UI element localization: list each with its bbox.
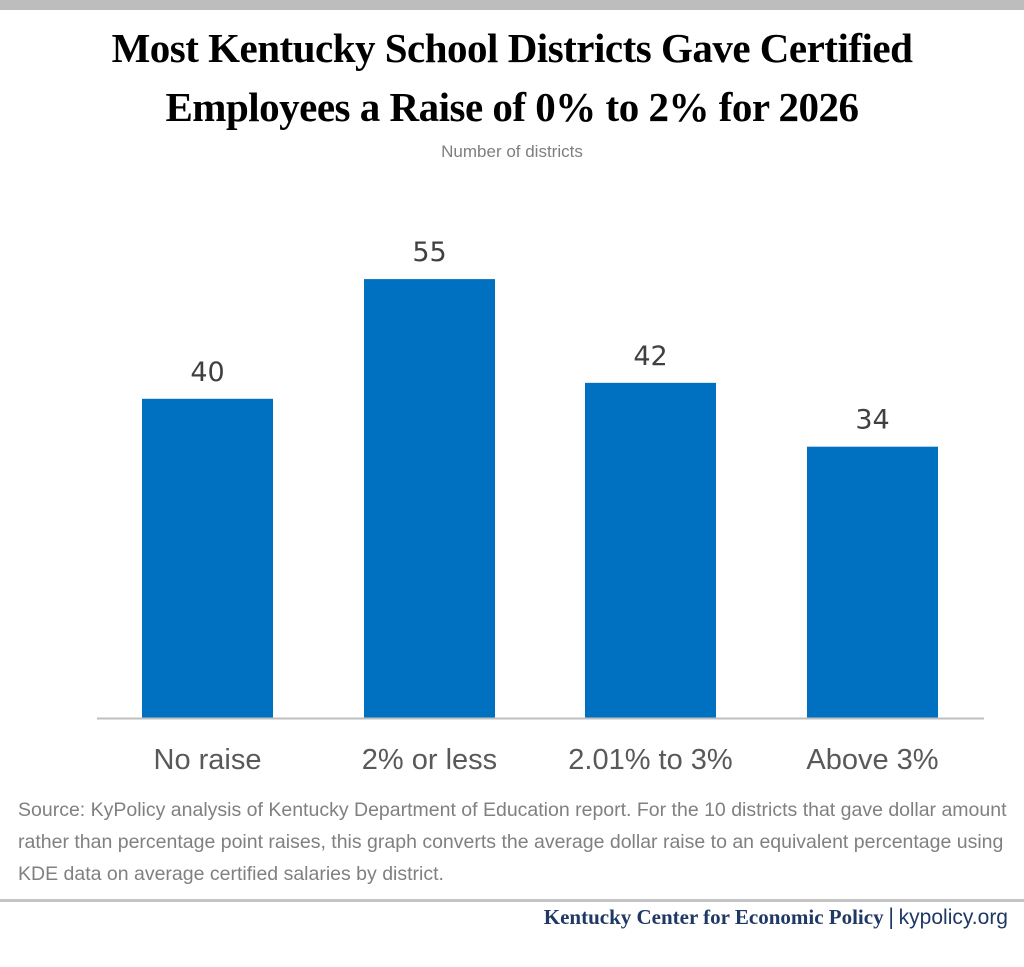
bar-2	[585, 382, 716, 718]
bar-0	[142, 398, 273, 718]
category-label-0: No raise	[154, 744, 262, 776]
category-label-3: Above 3%	[806, 744, 938, 776]
footer-separator: |	[887, 905, 895, 929]
category-label-2: 2.01% to 3%	[568, 744, 732, 776]
data-label-1: 55	[412, 237, 446, 268]
data-label-0: 40	[190, 357, 224, 388]
bar-3	[807, 446, 938, 718]
data-label-3: 34	[855, 405, 889, 436]
category-label-1: 2% or less	[362, 744, 497, 776]
footer-org: Kentucky Center for Economic Policy	[543, 905, 884, 929]
bar-1	[364, 279, 495, 718]
source-note: Source: KyPolicy analysis of Kentucky De…	[18, 799, 1007, 885]
top-border	[0, 0, 1024, 10]
footer: Kentucky Center for Economic Policy | kypo…	[544, 905, 1008, 930]
bar-chart: 40 No raise 55 2% or less 42 2.01% to 3% 34 Abo…	[97, 237, 984, 776]
chart-title-line-2: Employees a Raise of 0% to 2% for 2026	[165, 84, 859, 130]
footer-url[interactable]: kypolicy.org	[898, 906, 1008, 929]
chart-subtitle: Number of districts	[441, 142, 583, 161]
footer-divider	[0, 899, 1024, 902]
data-label-2: 42	[633, 341, 667, 372]
chart-title-line-1: Most Kentucky School Districts Gave Cert…	[111, 25, 913, 71]
